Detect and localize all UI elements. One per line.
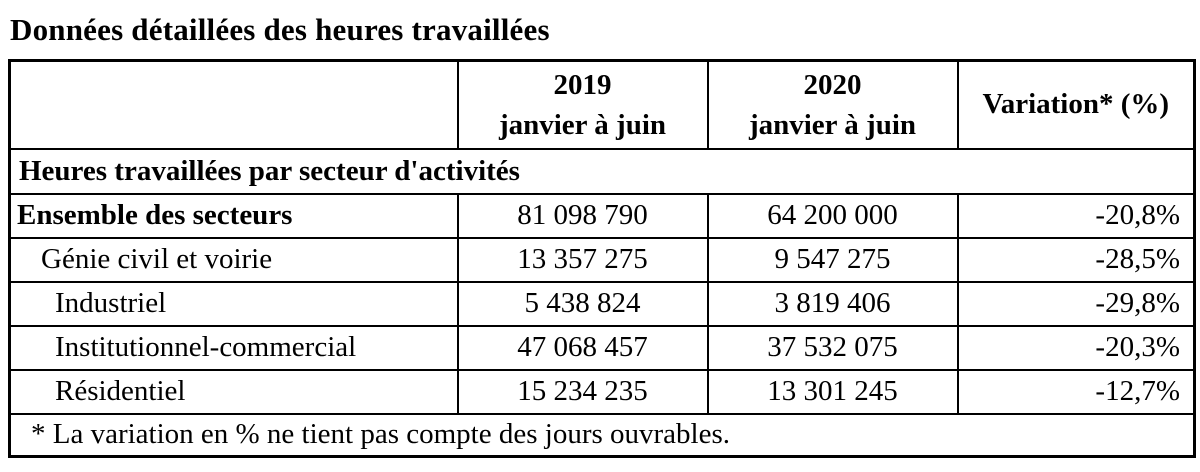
- page-title: Données détaillées des heures travaillée…: [10, 12, 550, 47]
- value-2019: 13 357 275: [456, 236, 709, 283]
- section-header-row: Heures travaillées par secteur d'activit…: [8, 147, 1196, 195]
- table-row-residentiel: Résidentiel 15 234 235 13 301 245 -12,7%: [8, 368, 1196, 415]
- section-header-label: Heures travaillées par secteur d'activit…: [8, 147, 1196, 195]
- column-header-2019-period: janvier à juin: [498, 108, 667, 141]
- value-2019: 81 098 790: [456, 192, 709, 239]
- row-label: Institutionnel-commercial: [8, 324, 459, 371]
- value-2020: 9 547 275: [706, 236, 959, 283]
- column-header-2020-year: 2020: [803, 68, 862, 101]
- value-variation: -29,8%: [956, 280, 1196, 327]
- value-variation: -20,8%: [956, 192, 1196, 239]
- value-variation: -20,3%: [956, 324, 1196, 371]
- table-row-industriel: Industriel 5 438 824 3 819 406 -29,8%: [8, 280, 1196, 327]
- column-header-2019: 2019 janvier à juin: [456, 59, 709, 150]
- value-2019: 5 438 824: [456, 280, 709, 327]
- column-header-2020-period: janvier à juin: [748, 108, 917, 141]
- hours-worked-table: 2019 janvier à juin 2020 janvier à juin …: [8, 59, 1196, 458]
- value-2020: 37 532 075: [706, 324, 959, 371]
- row-label: Résidentiel: [8, 368, 459, 415]
- value-2020: 3 819 406: [706, 280, 959, 327]
- value-variation: -12,7%: [956, 368, 1196, 415]
- value-2020: 64 200 000: [706, 192, 959, 239]
- row-label: Ensemble des secteurs: [8, 192, 459, 239]
- column-header-2020: 2020 janvier à juin: [706, 59, 959, 150]
- value-2019: 15 234 235: [456, 368, 709, 415]
- table-row-genie-civil: Génie civil et voirie 13 357 275 9 547 2…: [8, 236, 1196, 283]
- column-header-empty: [8, 59, 459, 150]
- table-header-row: 2019 janvier à juin 2020 janvier à juin …: [8, 59, 1196, 150]
- row-label: Génie civil et voirie: [8, 236, 459, 283]
- value-2019: 47 068 457: [456, 324, 709, 371]
- table-row-institutionnel-commercial: Institutionnel-commercial 47 068 457 37 …: [8, 324, 1196, 371]
- table-row-ensemble: Ensemble des secteurs 81 098 790 64 200 …: [8, 192, 1196, 239]
- footnote-row: * La variation en % ne tient pas compte …: [8, 412, 1196, 458]
- value-2020: 13 301 245: [706, 368, 959, 415]
- row-label: Industriel: [8, 280, 459, 327]
- value-variation: -28,5%: [956, 236, 1196, 283]
- footnote-text: * La variation en % ne tient pas compte …: [8, 412, 1196, 458]
- column-header-2019-year: 2019: [553, 68, 612, 101]
- column-header-variation: Variation* (%): [956, 59, 1196, 150]
